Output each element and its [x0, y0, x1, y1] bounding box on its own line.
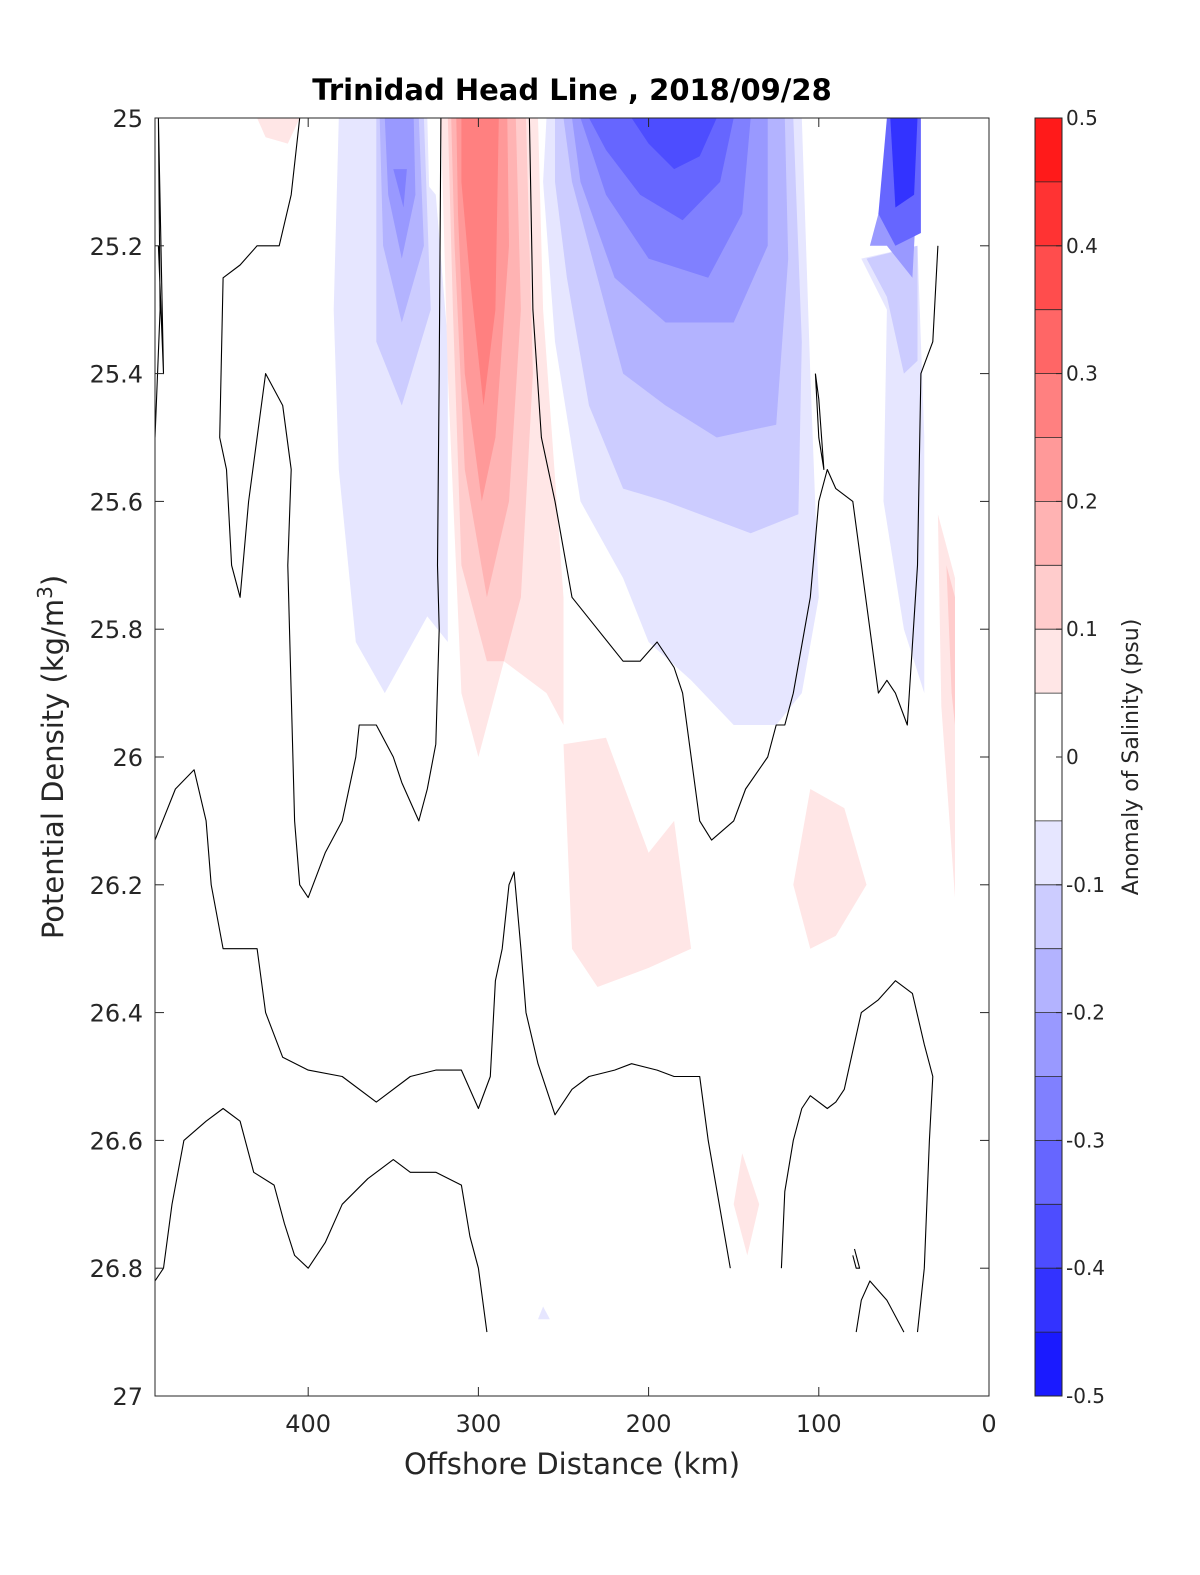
y-tick-label-25.2: 25.2 — [90, 233, 143, 261]
colorbar-swatch-18 — [1035, 118, 1062, 182]
y-axis-label-sup: 3 — [33, 586, 57, 599]
y-tick-label-26.8: 26.8 — [90, 1255, 143, 1283]
colorbar-swatch-13 — [1035, 437, 1062, 502]
x-axis-ticks: 400 300 200 100 0 — [285, 118, 997, 1438]
plot-area: 400 300 200 100 0 25 25.2 25.4 25.6 25.8 26 26.2 26… — [90, 105, 997, 1438]
colorbar-tick-label-0.5: 0.5 — [1066, 106, 1098, 130]
x-tick-label-400: 400 — [285, 1410, 331, 1438]
y-tick-label-25.6: 25.6 — [90, 488, 143, 516]
colorbar-label: Anomaly of Salinity (psu) — [1119, 619, 1144, 896]
y-tick-label-25: 25 — [112, 105, 143, 133]
contour-region-23 — [257, 118, 300, 144]
y-axis-label-main: Potential Density (kg/m — [36, 599, 70, 939]
colorbar-swatch-15 — [1035, 309, 1062, 374]
zero-contour-line-8 — [814, 373, 825, 471]
contour-region-25 — [793, 789, 867, 949]
y-tick-label-25.8: 25.8 — [90, 616, 143, 644]
x-tick-label-100: 100 — [796, 1410, 842, 1438]
colorbar-tick-label-0.2: 0.2 — [1066, 489, 1098, 513]
zero-contour-line-1 — [155, 769, 731, 1269]
contour-region-24 — [563, 737, 692, 987]
colorbar-swatch-11 — [1035, 565, 1062, 630]
colorbar-swatch-16 — [1035, 245, 1062, 310]
y-tick-label-25.4: 25.4 — [90, 361, 143, 389]
colorbar-swatch-8 — [1035, 820, 1062, 885]
x-tick-label-200: 200 — [626, 1410, 672, 1438]
colorbar-swatch-6 — [1035, 948, 1062, 1013]
colorbar-swatch-12 — [1035, 501, 1062, 566]
colorbar-swatch-0 — [1035, 1332, 1062, 1396]
zero-contour-line-3 — [780, 980, 934, 1333]
chart-title: Trinidad Head Line , 2018/09/28 — [312, 73, 832, 107]
y-axis-ticks: 25 25.2 25.4 25.6 25.8 26 26.2 26.4 26.6 26.8 27 — [90, 105, 989, 1411]
colorbar-tick-label--0.2: -0.2 — [1066, 1001, 1105, 1025]
colorbar-swatch-5 — [1035, 1012, 1062, 1077]
zero-contour-line-5 — [852, 1248, 861, 1269]
colorbar-tick-label-0.3: 0.3 — [1066, 362, 1098, 386]
zero-contour-line-2 — [155, 1107, 488, 1333]
y-tick-label-27: 27 — [112, 1383, 143, 1411]
contour-region-5 — [393, 169, 407, 208]
y-tick-label-26.4: 26.4 — [90, 1000, 143, 1028]
x-axis-label: Offshore Distance (km) — [404, 1447, 740, 1481]
colorbar-swatch-17 — [1035, 181, 1062, 246]
zero-contour-line-0 — [155, 118, 165, 438]
colorbar-swatch-10 — [1035, 629, 1062, 694]
colorbar-swatch-14 — [1035, 373, 1062, 438]
colorbar-swatch-1 — [1035, 1268, 1062, 1333]
x-tick-label-300: 300 — [455, 1410, 501, 1438]
colorbar-tick-label-0: 0 — [1066, 745, 1079, 769]
x-tick-label-0: 0 — [981, 1410, 996, 1438]
y-axis-label-close: ) — [36, 575, 70, 586]
colorbar-swatch-3 — [1035, 1140, 1062, 1205]
contour-region-29 — [538, 1306, 550, 1320]
zero-contour-lines — [155, 118, 939, 1333]
contour-region-28 — [733, 1153, 760, 1256]
zero-contour-line-4 — [855, 1280, 905, 1333]
contour-region-22 — [461, 118, 499, 406]
colorbar-tick-label--0.5: -0.5 — [1066, 1384, 1105, 1408]
contour-region-17 — [890, 118, 918, 208]
colorbar-swatch-4 — [1035, 1076, 1062, 1141]
y-tick-label-26.2: 26.2 — [90, 872, 143, 900]
y-axis-label: Potential Density (kg/m3) — [33, 575, 70, 939]
contour-region-12 — [631, 118, 717, 170]
y-tick-label-26: 26 — [112, 744, 143, 772]
zero-contour-line-6 — [219, 118, 442, 899]
colorbar-tick-label--0.4: -0.4 — [1066, 1256, 1105, 1280]
colorbar: 0.5 0.4 0.3 0.2 0.1 0 -0.1 -0.2 -0.3 -0.4 -0.5 Ano… — [1034, 106, 1144, 1408]
contour-region-27 — [946, 565, 955, 725]
colorbar-ticks: 0.5 0.4 0.3 0.2 0.1 0 -0.1 -0.2 -0.3 -0.4 -0.5 — [1056, 106, 1105, 1408]
colorbar-swatch-2 — [1035, 1204, 1062, 1269]
colorbar-swatch-7 — [1035, 884, 1062, 949]
colorbar-tick-label-0.4: 0.4 — [1066, 234, 1098, 258]
colorbar-swatches — [1035, 118, 1062, 1397]
contour-region-14 — [866, 245, 918, 374]
colorbar-tick-label-0.1: 0.1 — [1066, 617, 1098, 641]
colorbar-tick-label--0.3: -0.3 — [1066, 1128, 1105, 1152]
colorbar-tick-label--0.1: -0.1 — [1066, 873, 1105, 897]
y-tick-label-26.6: 26.6 — [90, 1127, 143, 1155]
zero-contour-line-7 — [528, 118, 939, 841]
